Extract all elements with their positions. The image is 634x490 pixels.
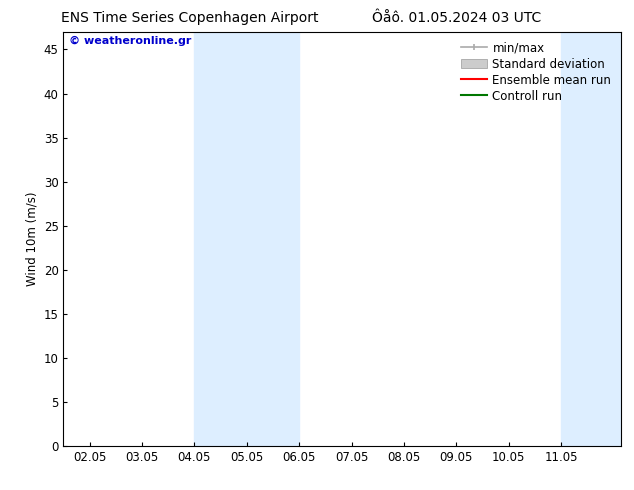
- Bar: [195, 32, 299, 446]
- Text: © weatheronline.gr: © weatheronline.gr: [69, 36, 191, 46]
- Text: ENS Time Series Copenhagen Airport: ENS Time Series Copenhagen Airport: [61, 11, 319, 25]
- Text: Ôåô. 01.05.2024 03 UTC: Ôåô. 01.05.2024 03 UTC: [372, 11, 541, 25]
- Y-axis label: Wind 10m (m/s): Wind 10m (m/s): [25, 192, 38, 286]
- Bar: [561, 32, 621, 446]
- Legend: min/max, Standard deviation, Ensemble mean run, Controll run: min/max, Standard deviation, Ensemble me…: [457, 38, 615, 106]
